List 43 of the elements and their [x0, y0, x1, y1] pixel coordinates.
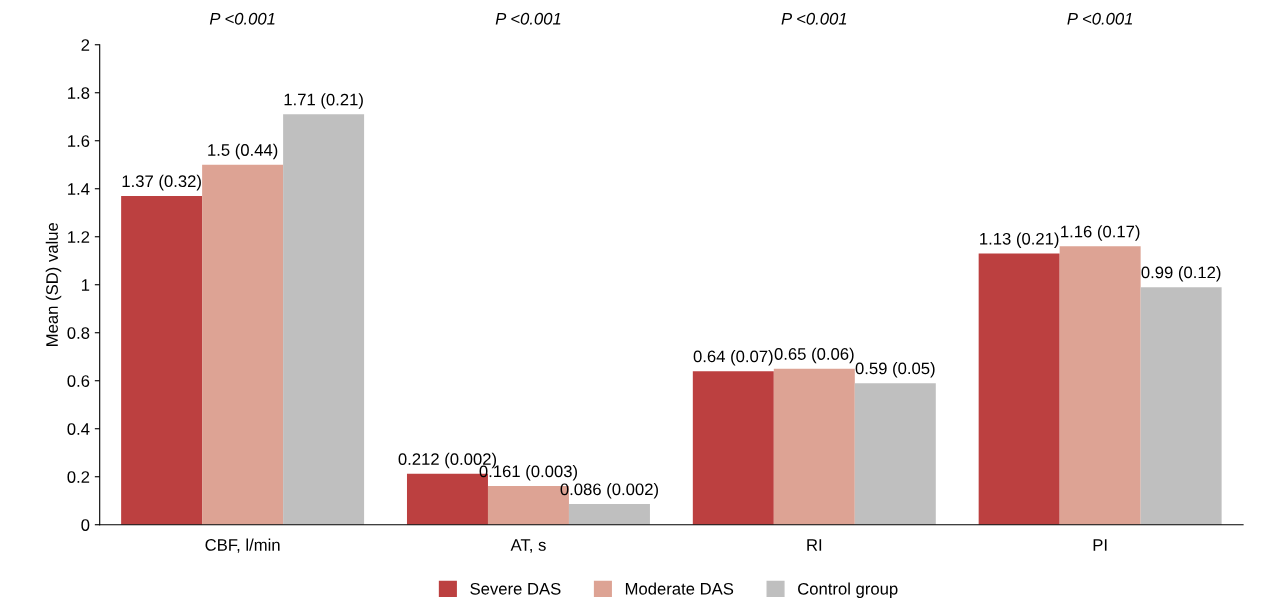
- legend-label: Control group: [798, 582, 898, 598]
- bar: [283, 114, 365, 525]
- text: P <0.001: [209, 12, 275, 25]
- y-tick-label: 2: [81, 39, 90, 51]
- data-label: 1.37 (0.32): [122, 174, 201, 191]
- bar: [568, 504, 650, 525]
- data-label: 1.13 (0.21): [980, 232, 1059, 248]
- y-tick-label: 1: [81, 279, 90, 291]
- data-label: 0.59 (0.05): [855, 362, 935, 378]
- bar: [692, 371, 774, 525]
- y-tick-label: 1.4: [68, 183, 90, 195]
- y-axis-title: Mean (SD) value: [45, 222, 62, 346]
- y-tick-label: 0.2: [67, 471, 90, 483]
- y-tick-label: 0.4: [67, 423, 90, 435]
- legend-label: Severe DAS: [470, 582, 561, 595]
- data-label: 0.65 (0.06): [774, 347, 854, 364]
- x-tick-label: RI: [807, 539, 822, 551]
- bar: [121, 195, 203, 525]
- data-label: 1.71 (0.21): [284, 93, 363, 109]
- text: P <0.001: [1067, 12, 1133, 25]
- y-tick-label: 1.8: [68, 87, 90, 99]
- legend-label: Moderate DAS: [625, 582, 734, 595]
- bar: [1140, 287, 1222, 525]
- y-tick-label: 0: [81, 519, 90, 531]
- x-tick-label: PI: [1093, 539, 1107, 551]
- y-tick-label: 0.6: [67, 375, 90, 387]
- x-tick-label: CBF, l/min: [205, 538, 280, 553]
- y-tick-label: 1.2: [68, 231, 90, 243]
- data-label: 0.086 (0.002): [560, 483, 658, 499]
- data-label: 1.16 (0.17): [1061, 225, 1140, 241]
- y-tick-label: 0.8: [67, 327, 90, 339]
- bar: [773, 368, 855, 525]
- bar: [202, 164, 284, 525]
- text: P <0.001: [495, 12, 561, 25]
- y-tick-label: 1.6: [68, 135, 90, 147]
- bar: [1059, 246, 1141, 525]
- data-label: 1.5 (0.44): [208, 143, 278, 160]
- data-label: 0.99 (0.12): [1141, 266, 1221, 282]
- bar: [978, 253, 1060, 525]
- x-tick-label: AT, s: [510, 539, 546, 553]
- data-label: 0.64 (0.07): [693, 350, 773, 366]
- text: P <0.001: [781, 12, 847, 25]
- bar: [854, 383, 936, 525]
